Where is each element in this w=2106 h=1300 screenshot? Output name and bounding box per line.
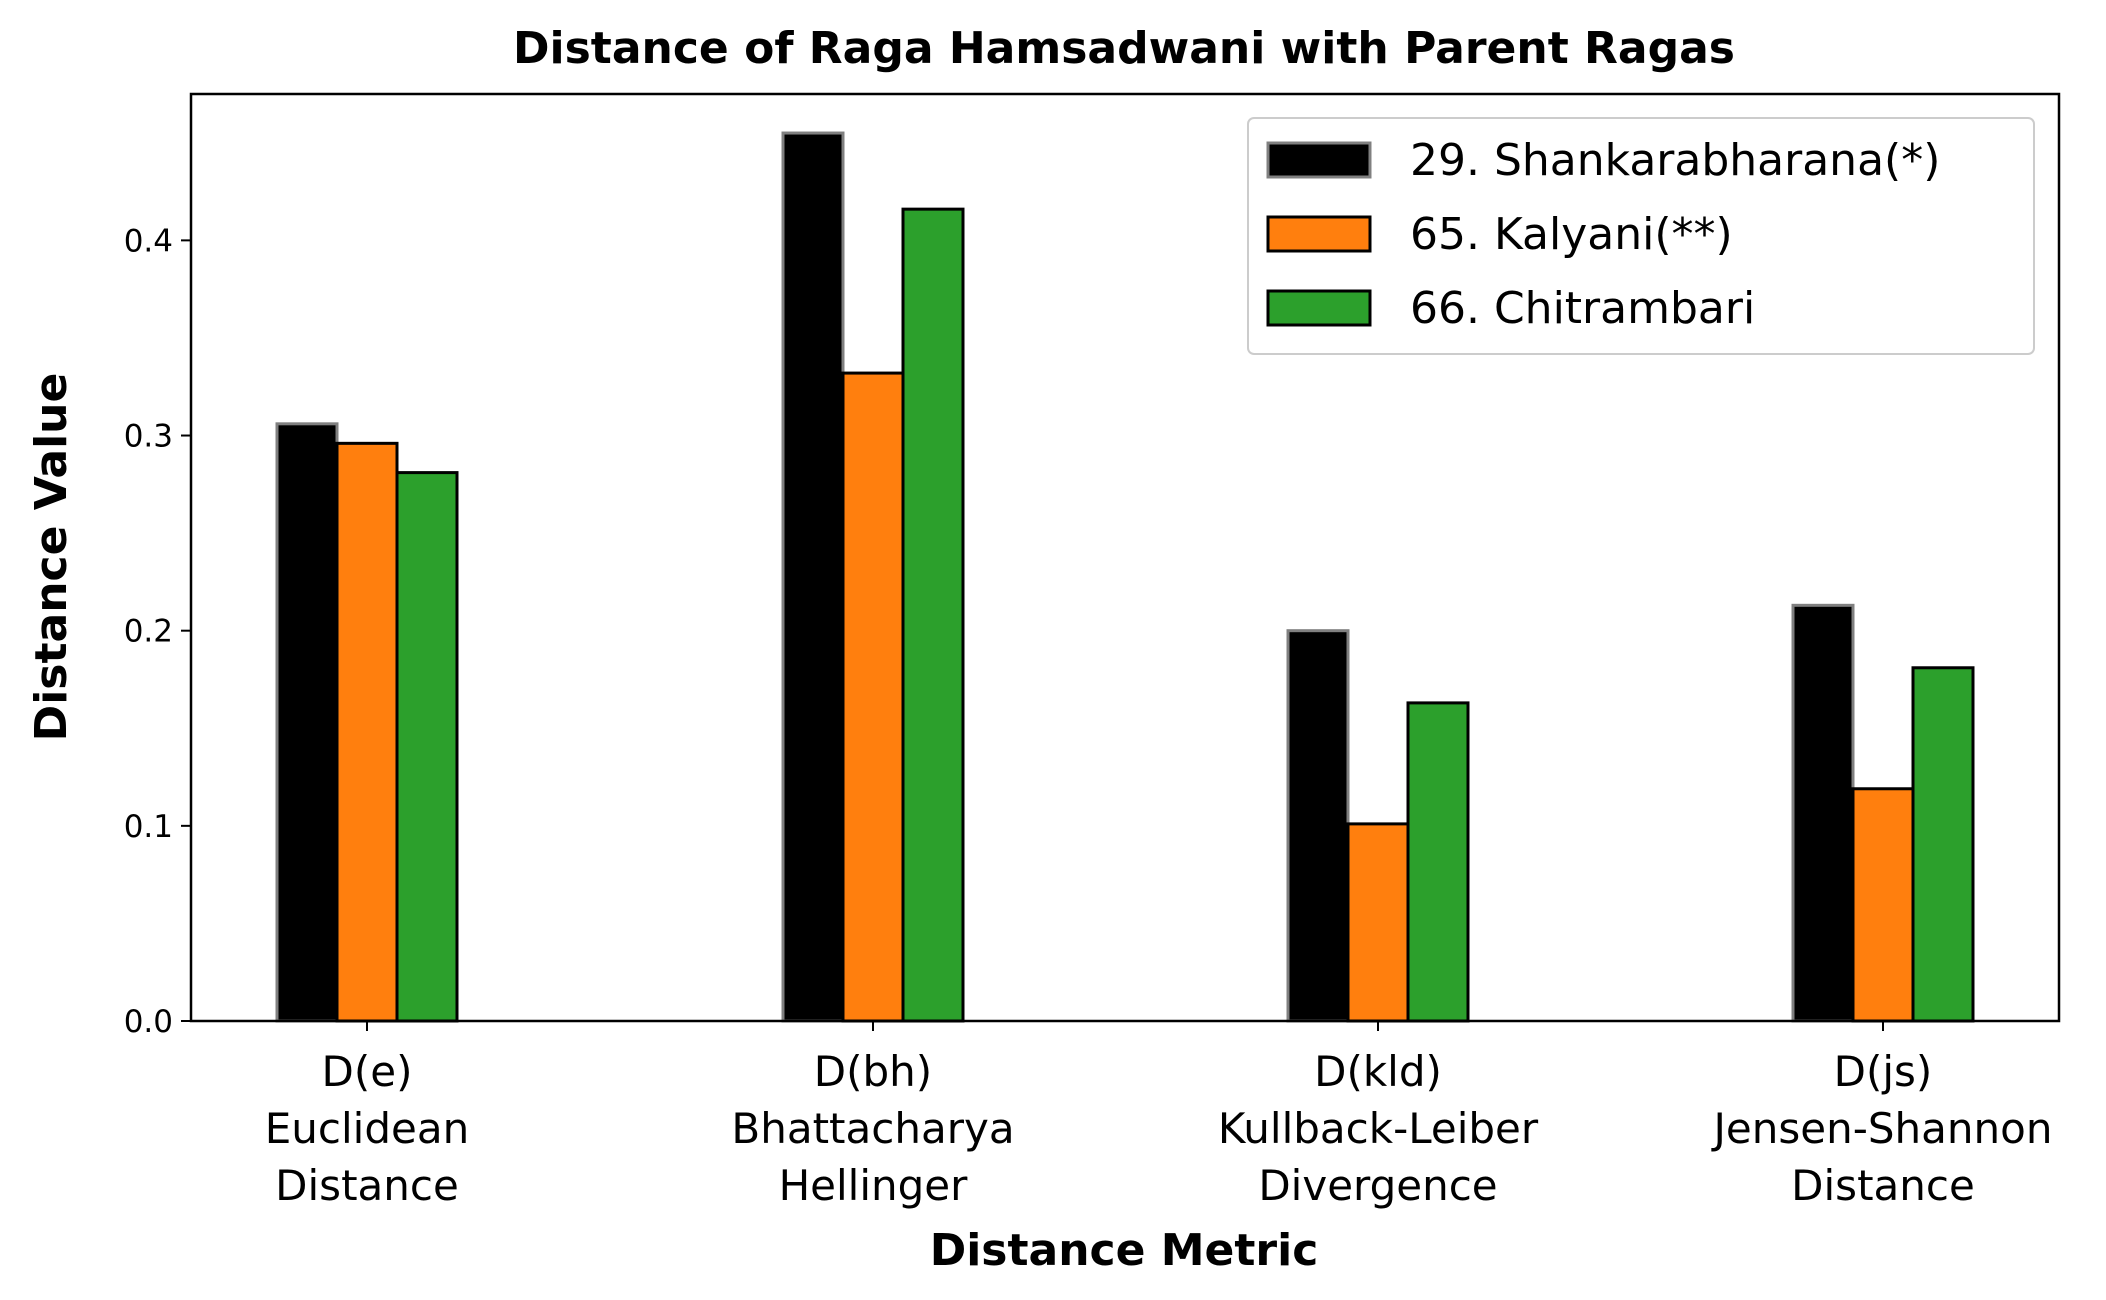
bar-3-4: [1911, 666, 1975, 1023]
bar-2-3: [1346, 822, 1410, 1023]
x-tick-label: D(e): [322, 1047, 413, 1096]
bar-2-2: [841, 371, 905, 1023]
bar-1-4: [1791, 603, 1855, 1023]
x-axis-label: Distance Metric: [930, 1225, 1319, 1276]
y-tick-label: 0.3: [124, 419, 173, 455]
legend-swatch-1: [1266, 141, 1372, 179]
x-tick-label: Bhattacharya: [731, 1104, 1014, 1153]
bar-2-1: [335, 441, 399, 1023]
bar-1-1: [275, 422, 339, 1023]
x-tick-label: Distance: [275, 1161, 459, 1210]
x-tick-label: Hellinger: [779, 1161, 969, 1210]
bars: [275, 131, 1975, 1023]
legend: 29. Shankarabharana(*) 65. Kalyani(**) 66.…: [1247, 117, 2035, 355]
legend-swatch-2: [1266, 215, 1372, 253]
legend-label-3: 66. Chitrambari: [1410, 283, 1755, 334]
x-tick-label: Kullback-Leiber: [1218, 1104, 1539, 1153]
bar-3-2: [901, 207, 965, 1023]
legend-swatch-3: [1266, 289, 1372, 327]
x-tick-label: Divergence: [1258, 1161, 1497, 1210]
bar-3-1: [395, 471, 459, 1023]
y-tick-label: 0.1: [124, 809, 173, 845]
plot-frame: [189, 92, 2061, 1023]
bar-2-4: [1851, 787, 1915, 1023]
legend-label-2: 65. Kalyani(**): [1410, 209, 1733, 260]
y-tick-label: 0.2: [124, 614, 173, 650]
x-tick-label: Euclidean: [265, 1104, 469, 1153]
y-tick-label: 0.0: [124, 1004, 173, 1040]
axis-ticks: 0.0 0.1 0.2 0.3 0.4 D(e) Euclidean Distance D(bh…: [124, 223, 2053, 1210]
legend-label-1: 29. Shankarabharana(*): [1410, 135, 1940, 186]
bar-3-3: [1406, 701, 1470, 1023]
x-tick-label: D(js): [1834, 1047, 1933, 1096]
y-tick-label: 0.4: [124, 223, 173, 259]
x-tick-label: Jensen-Shannon: [1711, 1104, 2053, 1153]
bar-1-3: [1286, 629, 1350, 1023]
x-tick-label: D(bh): [814, 1047, 932, 1096]
legend-box: [1247, 117, 2035, 355]
chart-title: Distance of Raga Hamsadwani with Parent …: [513, 23, 1735, 74]
x-tick-label: Distance: [1791, 1161, 1975, 1210]
x-tick-label: D(kld): [1314, 1047, 1442, 1096]
bar-1-2: [781, 131, 845, 1023]
y-axis-label: Distance Value: [26, 373, 77, 742]
